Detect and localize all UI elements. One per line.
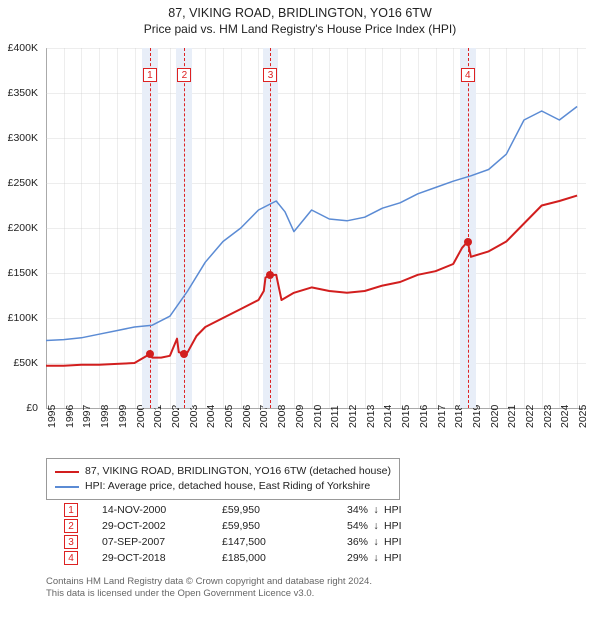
- sale-diff: 54%: [312, 520, 368, 532]
- y-axis-tick-label: £150K: [8, 267, 38, 279]
- sale-diff: 36%: [312, 536, 368, 548]
- down-arrow-icon: ↓: [368, 552, 384, 564]
- x-axis-tick-label: 2001: [152, 405, 164, 428]
- x-axis-tick-label: 2004: [205, 405, 217, 428]
- sale-table-row: 3 07-SEP-2007£147,50036%↓HPI: [64, 534, 414, 550]
- chart-container: 87, VIKING ROAD, BRIDLINGTON, YO16 6TW P…: [0, 0, 600, 620]
- x-axis-tick-label: 2011: [329, 405, 341, 428]
- sale-dot: [146, 350, 154, 358]
- title-block: 87, VIKING ROAD, BRIDLINGTON, YO16 6TW P…: [0, 0, 600, 36]
- legend: 87, VIKING ROAD, BRIDLINGTON, YO16 6TW (…: [46, 458, 400, 500]
- legend-row: 87, VIKING ROAD, BRIDLINGTON, YO16 6TW (…: [55, 464, 391, 479]
- x-axis-tick-label: 2008: [276, 405, 288, 428]
- x-axis-tick-label: 2007: [258, 405, 270, 428]
- chart-area: £0£50K£100K£150K£200K£250K£300K£350K£400…: [46, 48, 586, 408]
- x-axis-tick-label: 2023: [542, 405, 554, 428]
- sale-hpi-label: HPI: [384, 504, 414, 516]
- footer-line-1: Contains HM Land Registry data © Crown c…: [46, 576, 372, 588]
- legend-label: 87, VIKING ROAD, BRIDLINGTON, YO16 6TW (…: [85, 464, 391, 479]
- series-svg: [46, 48, 586, 408]
- x-axis-tick-label: 2006: [241, 405, 253, 428]
- sale-date: 29-OCT-2018: [102, 552, 222, 564]
- x-axis-tick-label: 2016: [418, 405, 430, 428]
- x-axis-tick-label: 2012: [347, 405, 359, 428]
- sale-dot: [464, 238, 472, 246]
- title-address: 87, VIKING ROAD, BRIDLINGTON, YO16 6TW: [0, 6, 600, 20]
- x-axis-tick-label: 2005: [223, 405, 235, 428]
- x-axis-tick-label: 2015: [400, 405, 412, 428]
- down-arrow-icon: ↓: [368, 504, 384, 516]
- sale-hpi-label: HPI: [384, 536, 414, 548]
- footer-line-2: This data is licensed under the Open Gov…: [46, 588, 372, 600]
- plot-area: £0£50K£100K£150K£200K£250K£300K£350K£400…: [46, 48, 586, 408]
- x-axis-tick-label: 2009: [294, 405, 306, 428]
- x-axis-tick-label: 2022: [524, 405, 536, 428]
- sale-index: 2: [64, 519, 78, 533]
- sale-diff: 29%: [312, 552, 368, 564]
- x-axis-tick-label: 2013: [365, 405, 377, 428]
- x-axis-tick-label: 2019: [471, 405, 483, 428]
- sale-table-row: 2 29-OCT-2002£59,95054%↓HPI: [64, 518, 414, 534]
- x-axis-tick-label: 1999: [117, 405, 129, 428]
- legend-swatch: [55, 486, 79, 488]
- x-axis-tick-label: 1998: [99, 405, 111, 428]
- x-axis-tick-label: 2003: [188, 405, 200, 428]
- x-axis-tick-label: 2021: [506, 405, 518, 428]
- sale-index: 4: [64, 551, 78, 565]
- x-axis-tick-label: 2018: [453, 405, 465, 428]
- sale-date: 07-SEP-2007: [102, 536, 222, 548]
- series-line-hpi: [46, 107, 577, 341]
- x-axis-tick-label: 2017: [436, 405, 448, 428]
- sale-index: 3: [64, 535, 78, 549]
- x-axis-tick-label: 1995: [46, 405, 58, 428]
- y-axis-tick-label: £400K: [8, 42, 38, 54]
- series-line-property: [46, 196, 577, 366]
- sale-dot: [180, 350, 188, 358]
- sale-date: 29-OCT-2002: [102, 520, 222, 532]
- down-arrow-icon: ↓: [368, 536, 384, 548]
- legend-swatch: [55, 471, 79, 473]
- y-axis-tick-label: £50K: [13, 357, 38, 369]
- x-axis-tick-label: 2014: [382, 405, 394, 428]
- x-axis-tick-label: 2025: [577, 405, 589, 428]
- legend-label: HPI: Average price, detached house, East…: [85, 479, 370, 494]
- x-axis-tick-label: 2020: [489, 405, 501, 428]
- sale-hpi-label: HPI: [384, 552, 414, 564]
- x-axis-tick-label: 2002: [170, 405, 182, 428]
- y-axis-tick-label: £350K: [8, 87, 38, 99]
- title-subtitle: Price paid vs. HM Land Registry's House …: [0, 22, 600, 36]
- sale-hpi-label: HPI: [384, 520, 414, 532]
- x-axis-tick-label: 1997: [81, 405, 93, 428]
- sale-date: 14-NOV-2000: [102, 504, 222, 516]
- x-axis-tick-label: 1996: [64, 405, 76, 428]
- down-arrow-icon: ↓: [368, 520, 384, 532]
- x-axis-tick-label: 2024: [559, 405, 571, 428]
- y-axis-tick-label: £100K: [8, 312, 38, 324]
- y-axis-tick-label: £0: [26, 402, 38, 414]
- sale-diff: 34%: [312, 504, 368, 516]
- legend-row: HPI: Average price, detached house, East…: [55, 479, 391, 494]
- sale-price: £185,000: [222, 552, 312, 564]
- sale-dot: [266, 271, 274, 279]
- sale-index: 1: [64, 503, 78, 517]
- sale-price: £59,950: [222, 504, 312, 516]
- x-axis-tick-label: 2010: [312, 405, 324, 428]
- sale-table: 114-NOV-2000£59,95034%↓HPI229-OCT-2002£5…: [64, 502, 414, 566]
- y-axis-tick-label: £250K: [8, 177, 38, 189]
- sale-price: £59,950: [222, 520, 312, 532]
- y-axis-tick-label: £200K: [8, 222, 38, 234]
- sale-price: £147,500: [222, 536, 312, 548]
- footer: Contains HM Land Registry data © Crown c…: [46, 576, 372, 600]
- x-axis-tick-label: 2000: [135, 405, 147, 428]
- sale-table-row: 1 14-NOV-2000£59,95034%↓HPI: [64, 502, 414, 518]
- sale-table-row: 4 29-OCT-2018£185,00029%↓HPI: [64, 550, 414, 566]
- y-axis-tick-label: £300K: [8, 132, 38, 144]
